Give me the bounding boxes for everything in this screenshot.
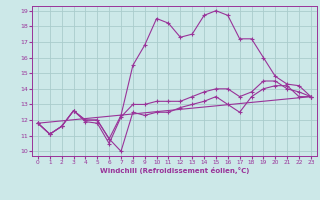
X-axis label: Windchill (Refroidissement éolien,°C): Windchill (Refroidissement éolien,°C): [100, 167, 249, 174]
